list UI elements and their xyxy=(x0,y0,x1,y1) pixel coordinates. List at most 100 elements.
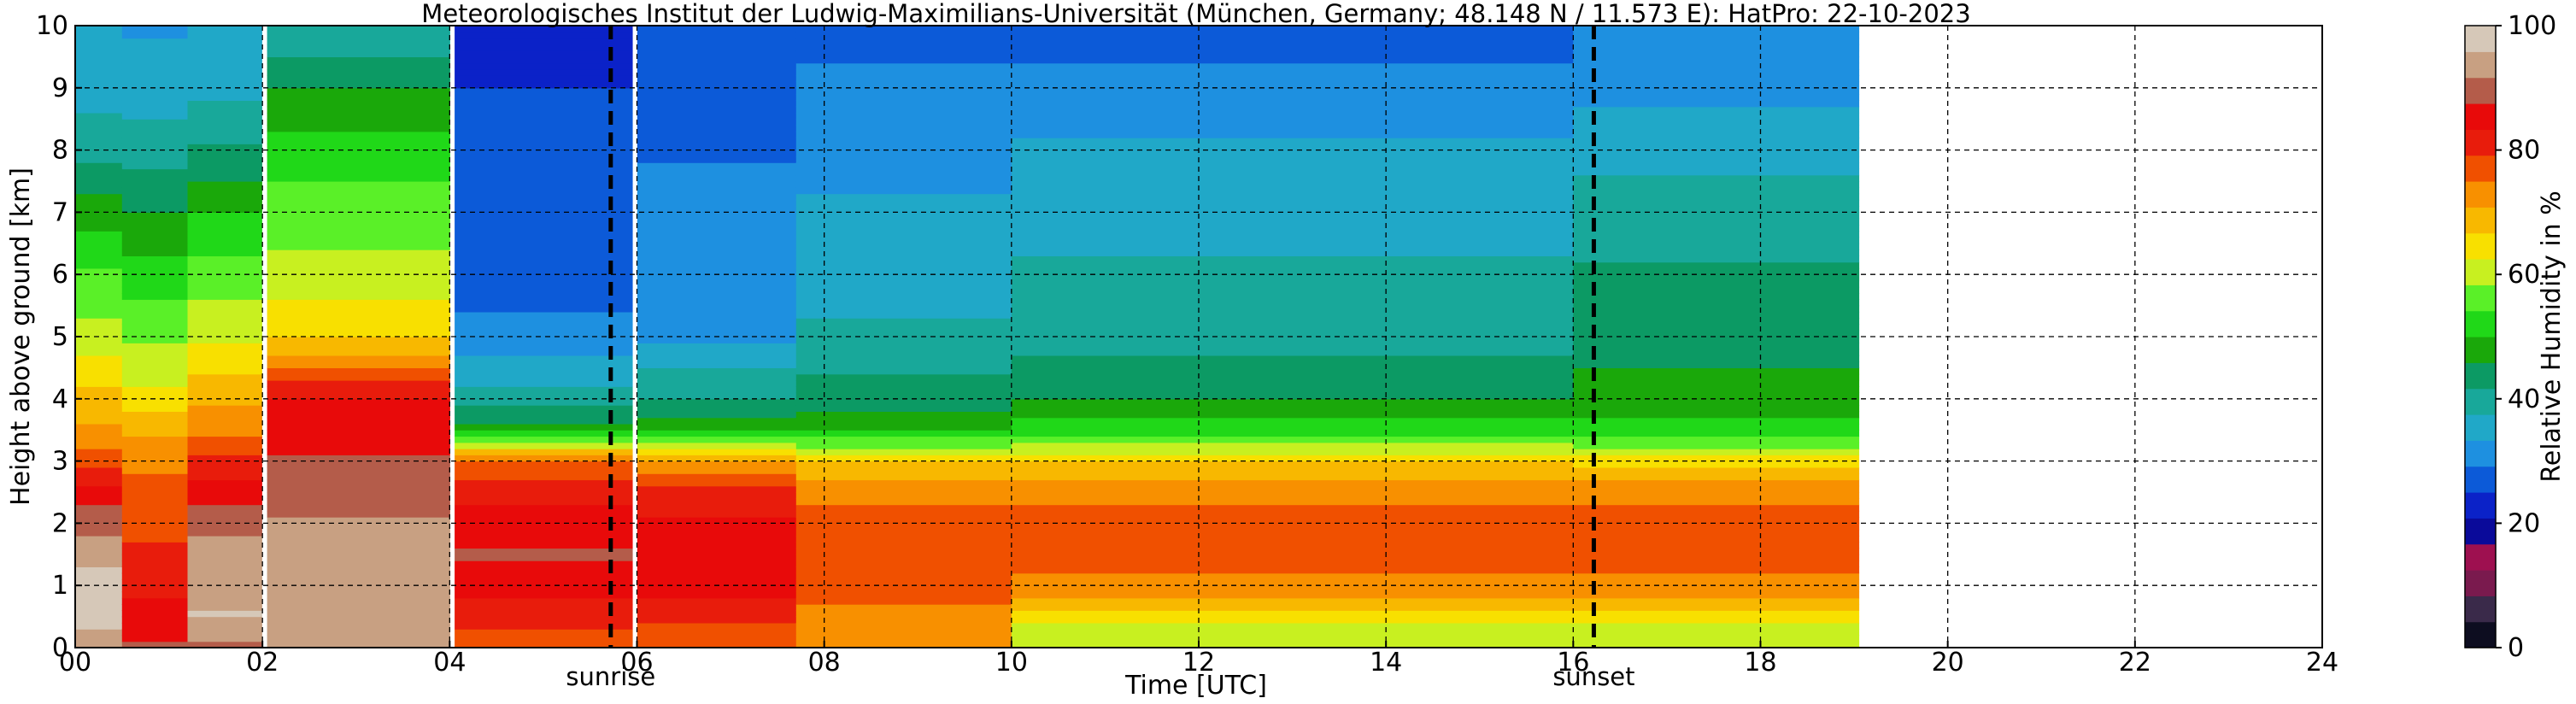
heatmap-cell xyxy=(795,616,1012,624)
heatmap-cell xyxy=(75,405,123,412)
heatmap-cell xyxy=(267,32,450,39)
heatmap-cell xyxy=(187,75,263,83)
heatmap-cell xyxy=(1011,604,1574,611)
heatmap-cell xyxy=(795,392,1012,400)
heatmap-cell xyxy=(637,411,797,419)
colorbar-swatch xyxy=(2465,103,2496,130)
heatmap-cell xyxy=(1011,343,1574,350)
heatmap-cell xyxy=(187,392,263,400)
heatmap-cell xyxy=(121,249,189,256)
heatmap-cell xyxy=(1011,38,1574,45)
heatmap-cell xyxy=(1573,100,1860,108)
heatmap-cell xyxy=(637,174,797,182)
heatmap-cell xyxy=(1573,604,1860,611)
heatmap-cell xyxy=(454,212,633,220)
heatmap-cell xyxy=(795,87,1012,95)
heatmap-cell xyxy=(75,131,123,138)
heatmap-cell xyxy=(1011,32,1574,39)
heatmap-cell xyxy=(187,56,263,64)
heatmap-cell xyxy=(187,442,263,449)
heatmap-cell xyxy=(187,38,263,45)
heatmap-cell xyxy=(1573,255,1860,263)
heatmap-cell xyxy=(637,162,797,170)
heatmap-cell xyxy=(1011,125,1574,132)
heatmap-cell xyxy=(267,398,450,406)
heatmap-cell xyxy=(637,380,797,387)
heatmap-cell xyxy=(454,591,633,599)
heatmap-cell xyxy=(121,218,189,226)
heatmap-cell xyxy=(1573,343,1860,350)
heatmap-cell xyxy=(795,218,1012,226)
heatmap-cell xyxy=(187,578,263,586)
heatmap-cell xyxy=(121,181,189,188)
heatmap-cell xyxy=(121,405,189,412)
heatmap-cell xyxy=(75,449,123,455)
heatmap-cell xyxy=(1011,367,1574,375)
heatmap-cell xyxy=(795,237,1012,244)
heatmap-cell xyxy=(795,529,1012,537)
heatmap-cell xyxy=(1573,293,1860,300)
heatmap-cell xyxy=(795,131,1012,138)
heatmap-cell xyxy=(1011,510,1574,518)
heatmap-cell xyxy=(454,106,633,114)
heatmap-cell xyxy=(454,199,633,207)
heatmap-cell xyxy=(795,610,1012,618)
heatmap-cell xyxy=(454,261,633,269)
heatmap-cell xyxy=(267,510,450,518)
heatmap-cell xyxy=(1011,293,1574,300)
heatmap-cell xyxy=(637,629,797,637)
heatmap-cell xyxy=(75,466,123,474)
heatmap-cell xyxy=(454,255,633,263)
heatmap-cell xyxy=(1573,635,1860,642)
heatmap-cell xyxy=(75,305,123,313)
heatmap-cell xyxy=(454,138,633,144)
heatmap-cell xyxy=(1573,373,1860,381)
heatmap-cell xyxy=(75,461,123,468)
heatmap-cell xyxy=(1573,81,1860,89)
heatmap-cell xyxy=(795,75,1012,83)
heatmap-cell xyxy=(187,479,263,487)
heatmap-cell xyxy=(267,610,450,618)
heatmap-cell xyxy=(121,510,189,518)
heatmap-cell xyxy=(187,405,263,412)
heatmap-cell xyxy=(454,168,633,176)
heatmap-cell xyxy=(1011,466,1574,474)
heatmap-cell xyxy=(267,578,450,586)
heatmap-cell xyxy=(795,280,1012,288)
heatmap-cell xyxy=(454,38,633,45)
x-axis-ticks: 00 02 04 06 08 10 12 14 16 18 20 22 24 xyxy=(59,641,2338,678)
heatmap-cell xyxy=(187,455,263,462)
heatmap-cell xyxy=(1011,56,1574,64)
colorbar-swatch xyxy=(2465,362,2496,390)
heatmap-cell xyxy=(795,38,1012,45)
heatmap-cell xyxy=(267,455,450,462)
heatmap-cell xyxy=(1011,337,1574,343)
heatmap-cell xyxy=(75,38,123,45)
heatmap-cell xyxy=(795,417,1012,425)
heatmap-cell xyxy=(637,168,797,176)
heatmap-cell xyxy=(121,529,189,537)
heatmap-cell xyxy=(454,423,633,431)
heatmap-cell xyxy=(187,430,263,437)
heatmap-cell xyxy=(1573,622,1860,630)
heatmap-cell xyxy=(1573,610,1860,618)
heatmap-cell xyxy=(637,318,797,326)
heatmap-cell xyxy=(1573,473,1860,481)
heatmap-cell xyxy=(75,155,123,163)
heatmap-cell xyxy=(1011,461,1574,468)
heatmap-cell xyxy=(454,466,633,474)
heatmap-cell xyxy=(454,585,633,593)
heatmap-cell xyxy=(1573,536,1860,543)
x-tick-label: 14 xyxy=(1370,648,1402,678)
heatmap-cell xyxy=(187,597,263,605)
colorbar-tick-label: 80 xyxy=(2508,136,2540,166)
heatmap-cell xyxy=(75,578,123,586)
heatmap-cell xyxy=(1573,355,1860,362)
heatmap-cell xyxy=(1011,610,1574,618)
heatmap-cell xyxy=(75,299,123,307)
heatmap-cell xyxy=(75,572,123,580)
heatmap-cell xyxy=(267,56,450,64)
heatmap-cell xyxy=(637,504,797,512)
heatmap-cell xyxy=(1011,373,1574,381)
heatmap-cell xyxy=(795,155,1012,163)
